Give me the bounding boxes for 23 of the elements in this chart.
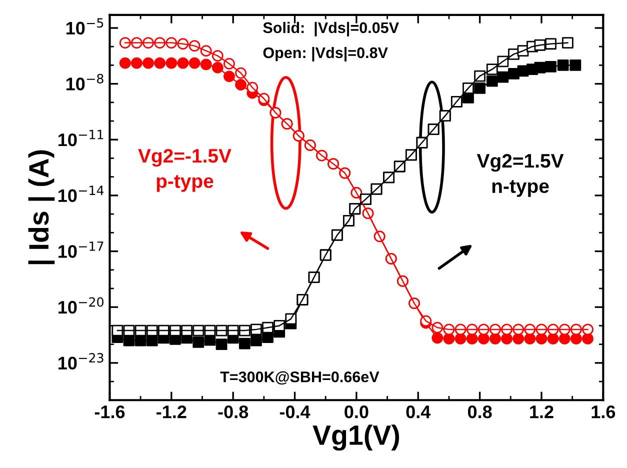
x-tick-label: 0.0 bbox=[344, 405, 368, 418]
x-tick-label: 1.6 bbox=[592, 405, 616, 418]
annotation: Vg2=1.5V n-type bbox=[476, 154, 564, 197]
annotation: T=300K@SBH=0.66eV bbox=[220, 371, 380, 385]
x-tick-label: -0.8 bbox=[218, 405, 248, 418]
x-axis-title: Vg1(V) bbox=[312, 424, 400, 451]
y-tick-label: 10$^{−8}$ bbox=[66, 74, 104, 90]
y-tick-label: 10$^{−5}$ bbox=[66, 18, 104, 35]
y-tick-label: 10$^{−14}$ bbox=[58, 186, 104, 202]
x-tick-label: 1.2 bbox=[530, 405, 554, 418]
x-tick-label: -0.4 bbox=[280, 405, 310, 418]
annotation: Open: |Vds|=0.8V bbox=[263, 46, 388, 62]
x-tick-label: -1.2 bbox=[156, 405, 186, 418]
y-tick-label: 10$^{−11}$ bbox=[58, 130, 104, 146]
y-tick-label: 10$^{−20}$ bbox=[58, 297, 104, 314]
y-tick-label: 10$^{−17}$ bbox=[58, 242, 104, 258]
x-tick-label: 0.4 bbox=[406, 405, 431, 418]
annotation: Solid: |Vds|=0.05V bbox=[263, 22, 399, 36]
y-axis-title: | Ids | (A) bbox=[28, 150, 55, 264]
annotation: Vg2=-1.5V p-type bbox=[138, 148, 232, 192]
y-tick-label: 10$^{−23}$ bbox=[58, 353, 104, 370]
x-tick-label: 0.8 bbox=[468, 405, 492, 418]
x-tick-label: -1.6 bbox=[94, 405, 125, 418]
